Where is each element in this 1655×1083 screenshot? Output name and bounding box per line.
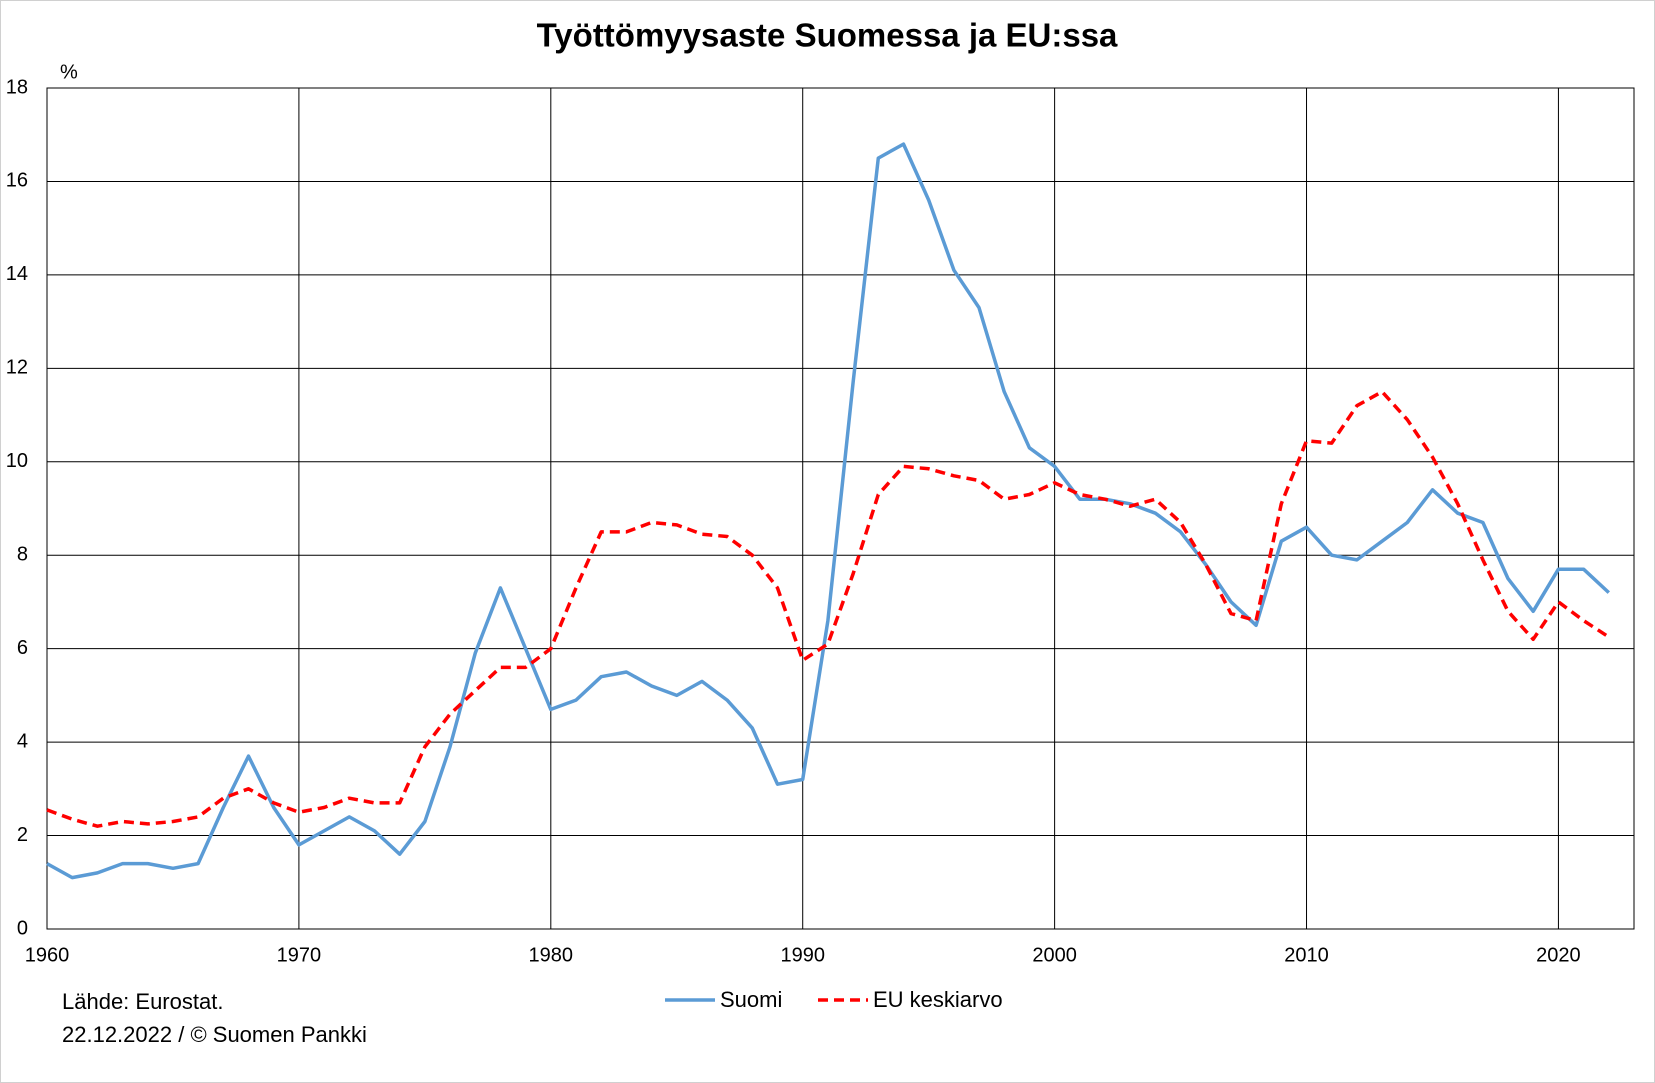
y-tick-label: 6 <box>17 637 28 659</box>
y-unit: % <box>60 61 78 83</box>
chart-title: Työttömyysaste Suomessa ja EU:ssa <box>537 17 1118 54</box>
y-tick-label: 2 <box>17 824 28 846</box>
x-tick-label: 1990 <box>780 944 825 966</box>
note: 22.12.2022 / © Suomen Pankki <box>62 1022 367 1047</box>
x-tick-label: 2010 <box>1284 944 1329 966</box>
y-tick-label: 18 <box>6 76 28 98</box>
series-line <box>46 142 1610 880</box>
legend-label: EU keskiarvo <box>873 987 1003 1012</box>
source: Lähde: Eurostat. <box>62 989 223 1014</box>
y-tick-label: 12 <box>6 357 28 379</box>
y-tick-label: 8 <box>17 544 28 566</box>
plot-border <box>46 87 1635 930</box>
series-line <box>46 389 1610 828</box>
y-tick-label: 16 <box>6 170 28 192</box>
legend-label: Suomi <box>720 987 782 1012</box>
y-tick-label: 4 <box>17 730 28 752</box>
y-tick-label: 10 <box>6 450 28 472</box>
x-tick-label: 2020 <box>1536 944 1581 966</box>
y-tick-label: 14 <box>6 263 28 285</box>
x-tick-label: 1970 <box>277 944 322 966</box>
x-tick-label: 1980 <box>529 944 574 966</box>
y-tick-label: 0 <box>17 917 28 939</box>
x-tick-label: 2000 <box>1032 944 1077 966</box>
x-tick-label: 1960 <box>25 944 70 966</box>
